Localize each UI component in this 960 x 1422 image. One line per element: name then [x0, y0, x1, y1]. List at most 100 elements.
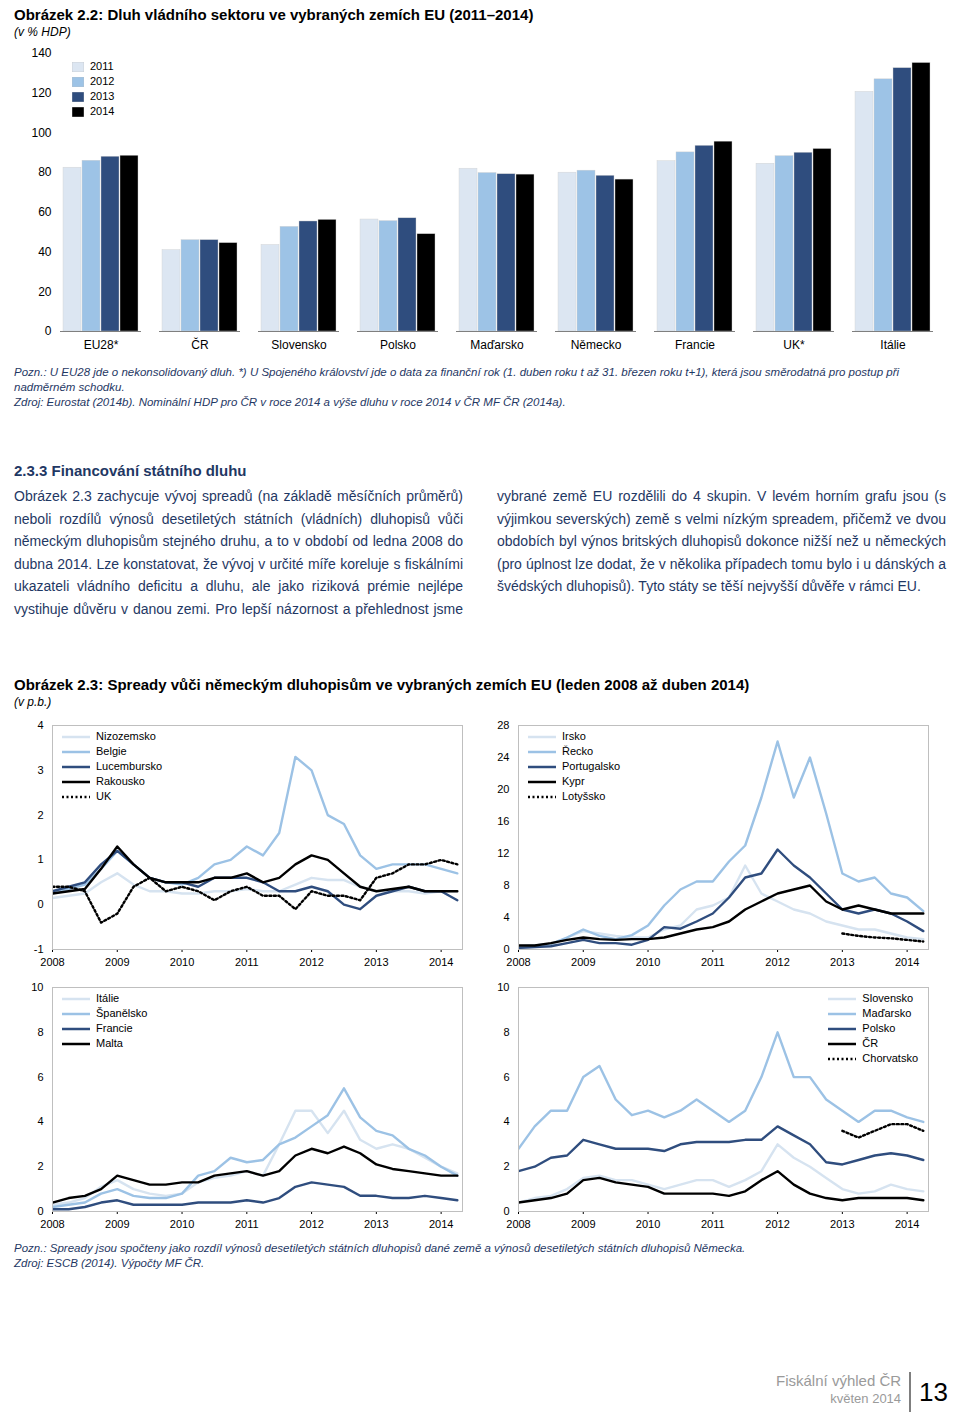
svg-text:80: 80 — [38, 165, 52, 179]
svg-text:0: 0 — [503, 1205, 509, 1217]
html-text:Portugalsko: Portugalsko — [562, 760, 621, 772]
svg-text:2013: 2013 — [830, 1218, 854, 1230]
svg-text:2008: 2008 — [506, 956, 530, 968]
svg-text:2: 2 — [37, 809, 43, 821]
html-text:Belgie: Belgie — [96, 745, 127, 757]
html-text:Zdroj: Eurostat (2014b). Nomin: Zdroj: Eurostat (2014b). Nominální HDP p… — [14, 396, 566, 408]
svg-text:Německo: Německo — [571, 338, 622, 352]
svg-text:1: 1 — [37, 853, 43, 865]
html-text:květen 2014: květen 2014 — [830, 1391, 902, 1406]
html-text:13: 13 — [919, 1377, 948, 1407]
svg-text:4: 4 — [503, 911, 509, 923]
svg-text:120: 120 — [31, 86, 51, 100]
svg-text:2010: 2010 — [170, 956, 194, 968]
svg-text:8: 8 — [503, 879, 509, 891]
svg-text:2014: 2014 — [895, 956, 919, 968]
html-text:Lotyšsko: Lotyšsko — [562, 790, 606, 802]
html-text:Řecko: Řecko — [562, 745, 594, 757]
svg-text:2014: 2014 — [895, 1218, 919, 1230]
svg-text:2009: 2009 — [571, 956, 595, 968]
svg-text:4: 4 — [37, 1115, 43, 1127]
html-text:2.3.3 Financování státního dlu: 2.3.3 Financování státního dluhu — [14, 462, 247, 479]
html-text:(v % HDP): (v % HDP) — [14, 25, 71, 39]
html-text:Itálie: Itálie — [96, 992, 120, 1004]
html-text:2014: 2014 — [90, 105, 115, 117]
svg-text:2: 2 — [503, 1160, 509, 1172]
svg-text:2012: 2012 — [299, 1218, 323, 1230]
html-text:Pozn.: U EU28 jde o nekonsolid: Pozn.: U EU28 jde o nekonsolidovaný dluh… — [14, 366, 900, 393]
html-text:Lucembursko: Lucembursko — [96, 760, 162, 772]
svg-text:2011: 2011 — [701, 956, 725, 968]
svg-text:20: 20 — [38, 285, 52, 299]
svg-text:100: 100 — [31, 126, 51, 140]
svg-text:28: 28 — [497, 719, 509, 731]
html-text:Nizozemsko: Nizozemsko — [96, 730, 156, 742]
html-text:Fiskální výhled ČR: Fiskální výhled ČR — [776, 1372, 902, 1389]
svg-text:2013: 2013 — [364, 1218, 388, 1230]
svg-text:2008: 2008 — [40, 956, 64, 968]
svg-text:4: 4 — [37, 719, 43, 731]
html-text:Kypr: Kypr — [562, 775, 585, 787]
svg-text:3: 3 — [37, 764, 43, 776]
html-text:UK: UK — [96, 790, 112, 802]
svg-text:12: 12 — [497, 847, 509, 859]
svg-text:ČR: ČR — [191, 337, 209, 352]
svg-text:60: 60 — [38, 205, 52, 219]
svg-text:2010: 2010 — [636, 956, 660, 968]
svg-text:2012: 2012 — [765, 1218, 789, 1230]
svg-text:2011: 2011 — [701, 1218, 725, 1230]
svg-text:-1: -1 — [34, 943, 44, 955]
svg-text:24: 24 — [497, 751, 509, 763]
svg-text:Slovensko: Slovensko — [271, 338, 327, 352]
svg-text:2013: 2013 — [830, 956, 854, 968]
svg-text:UK*: UK* — [783, 338, 805, 352]
svg-text:EU28*: EU28* — [84, 338, 119, 352]
svg-text:Itálie: Itálie — [880, 338, 906, 352]
svg-text:2012: 2012 — [765, 956, 789, 968]
html-text:Rakousko: Rakousko — [96, 775, 145, 787]
svg-text:40: 40 — [38, 245, 52, 259]
html-text:Španělsko: Španělsko — [96, 1007, 148, 1019]
svg-text:0: 0 — [37, 898, 43, 910]
html-text:Obrázek 2.2: Dluh vládního sek: Obrázek 2.2: Dluh vládního sektoru ve vy… — [14, 6, 534, 23]
svg-text:0: 0 — [37, 1205, 43, 1217]
svg-text:2013: 2013 — [364, 956, 388, 968]
svg-text:2011: 2011 — [235, 1218, 259, 1230]
svg-text:2010: 2010 — [170, 1218, 194, 1230]
svg-text:8: 8 — [37, 1026, 43, 1038]
svg-text:16: 16 — [497, 815, 509, 827]
html-text:Francie: Francie — [96, 1022, 133, 1034]
html-text:2012: 2012 — [90, 75, 115, 87]
svg-text:140: 140 — [31, 46, 51, 60]
svg-text:8: 8 — [503, 1026, 509, 1038]
svg-text:6: 6 — [503, 1071, 509, 1083]
svg-text:2011: 2011 — [235, 956, 259, 968]
svg-text:0: 0 — [45, 324, 52, 338]
svg-text:2014: 2014 — [429, 956, 453, 968]
svg-text:2014: 2014 — [429, 1218, 453, 1230]
svg-text:2008: 2008 — [506, 1218, 530, 1230]
svg-text:Francie: Francie — [675, 338, 715, 352]
html-text:Obrázek 2.3 zachycuje vývoj sp: Obrázek 2.3 zachycuje vývoj spreadů (na … — [14, 488, 946, 617]
svg-text:20: 20 — [497, 783, 509, 795]
svg-text:Polsko: Polsko — [380, 338, 416, 352]
html-text:2013: 2013 — [90, 90, 115, 102]
svg-text:2012: 2012 — [299, 956, 323, 968]
svg-text:4: 4 — [503, 1115, 509, 1127]
html-text:Malta: Malta — [96, 1037, 123, 1049]
svg-text:10: 10 — [31, 981, 43, 993]
svg-text:Maďarsko: Maďarsko — [470, 338, 524, 352]
svg-text:2009: 2009 — [571, 1218, 595, 1230]
html-text:Obrázek 2.3: Spready vůči něme: Obrázek 2.3: Spready vůči německým dluho… — [14, 676, 750, 693]
svg-text:2009: 2009 — [105, 1218, 129, 1230]
svg-text:6: 6 — [37, 1071, 43, 1083]
svg-text:0: 0 — [503, 943, 509, 955]
html-text:2011: 2011 — [90, 60, 114, 72]
svg-text:10: 10 — [497, 981, 509, 993]
svg-text:2008: 2008 — [40, 1218, 64, 1230]
html-text:Irsko: Irsko — [562, 730, 586, 742]
svg-text:2009: 2009 — [105, 956, 129, 968]
svg-text:2010: 2010 — [636, 1218, 660, 1230]
svg-text:2: 2 — [37, 1160, 43, 1172]
html-text:(v p.b.): (v p.b.) — [14, 695, 52, 709]
